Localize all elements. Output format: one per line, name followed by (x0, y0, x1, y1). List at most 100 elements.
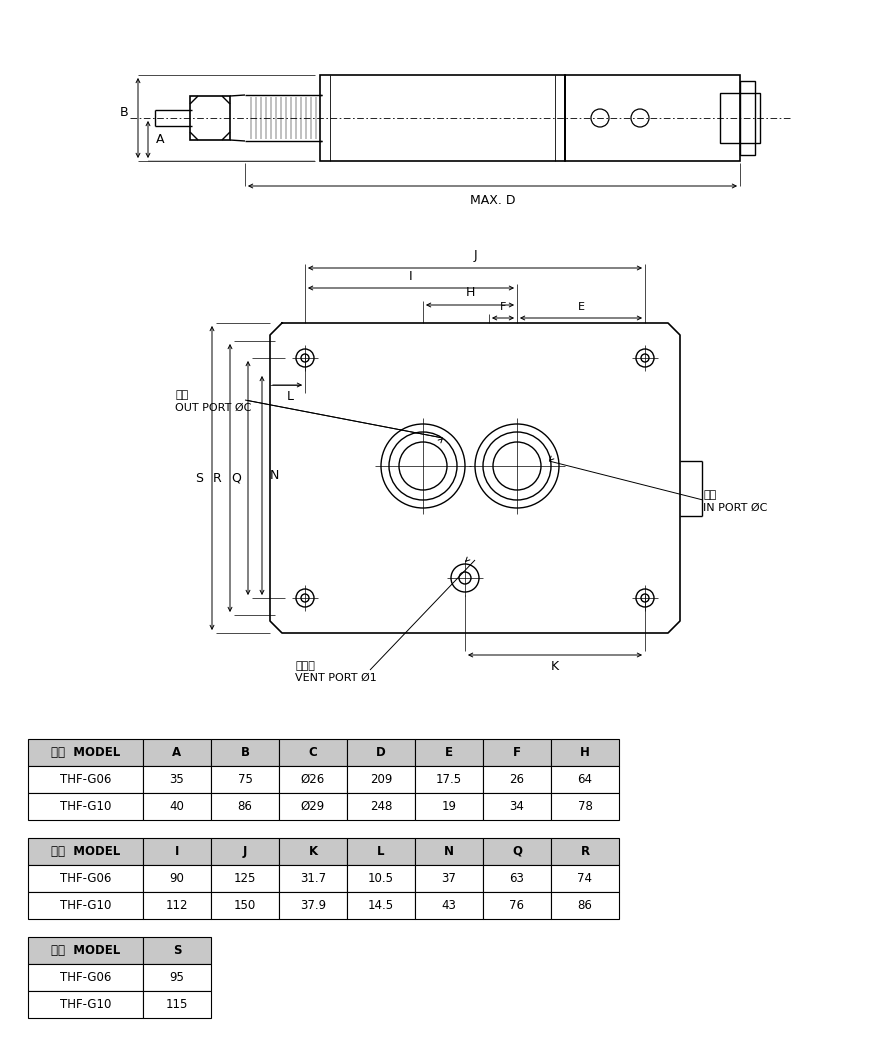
Bar (28, 892, 143, 919)
Bar (211, 766, 279, 793)
Bar (28, 964, 143, 991)
Text: 74: 74 (577, 872, 592, 885)
Bar (551, 793, 619, 820)
Bar (143, 937, 211, 964)
Text: THF-G06: THF-G06 (60, 971, 111, 984)
Bar (347, 793, 415, 820)
Text: A: A (156, 133, 165, 146)
Text: S: S (173, 944, 181, 957)
Text: N: N (270, 470, 279, 482)
Text: 35: 35 (170, 773, 184, 786)
Bar (740, 81, 755, 155)
Text: L: L (378, 845, 385, 858)
Text: B: B (241, 746, 250, 759)
Text: 75: 75 (237, 773, 252, 786)
Bar (347, 766, 415, 793)
Text: J: J (243, 845, 247, 858)
Bar (28, 766, 143, 793)
Bar (551, 892, 619, 919)
Bar (28, 739, 143, 766)
Text: 10.5: 10.5 (368, 872, 394, 885)
Text: 86: 86 (577, 899, 592, 912)
Text: 入口: 入口 (703, 490, 717, 500)
Text: 95: 95 (170, 971, 185, 984)
Bar (483, 865, 551, 892)
Text: K: K (308, 845, 318, 858)
Text: E: E (577, 302, 584, 312)
Text: H: H (580, 746, 590, 759)
Bar (551, 838, 619, 865)
Bar (211, 838, 279, 865)
Text: 248: 248 (370, 800, 392, 813)
Bar (483, 793, 551, 820)
Text: 209: 209 (370, 773, 392, 786)
Bar (347, 739, 415, 766)
Text: S: S (195, 472, 203, 484)
Text: E: E (445, 746, 453, 759)
Bar (211, 865, 279, 892)
Bar (483, 892, 551, 919)
Bar (551, 739, 619, 766)
Text: 26: 26 (510, 773, 525, 786)
Text: R: R (213, 472, 222, 484)
Bar (211, 892, 279, 919)
Text: 115: 115 (166, 998, 188, 1011)
Bar (143, 991, 211, 1018)
Bar (483, 838, 551, 865)
Text: Ø29: Ø29 (300, 800, 325, 813)
Text: J: J (473, 249, 477, 262)
Text: 150: 150 (234, 899, 256, 912)
Text: THF-G06: THF-G06 (60, 773, 111, 786)
Text: 63: 63 (510, 872, 525, 885)
Text: A: A (173, 746, 181, 759)
Bar (211, 739, 279, 766)
Bar (279, 892, 347, 919)
Text: 遙控孔: 遙控孔 (295, 661, 314, 671)
Text: 17.5: 17.5 (436, 773, 462, 786)
Text: 型式  MODEL: 型式 MODEL (51, 746, 120, 759)
Text: 64: 64 (577, 773, 592, 786)
Bar (143, 739, 211, 766)
Bar (415, 892, 483, 919)
Bar (28, 991, 143, 1018)
Text: 出口: 出口 (175, 390, 188, 400)
Bar (551, 865, 619, 892)
Text: Q: Q (512, 845, 522, 858)
Text: H: H (465, 286, 475, 300)
Text: THF-G06: THF-G06 (60, 872, 111, 885)
Text: 19: 19 (442, 800, 456, 813)
Text: I: I (175, 845, 180, 858)
Text: 40: 40 (170, 800, 185, 813)
Text: 14.5: 14.5 (368, 899, 394, 912)
Bar (415, 865, 483, 892)
Text: OUT PORT ØC: OUT PORT ØC (175, 403, 251, 413)
Bar (720, 93, 760, 143)
Bar (279, 739, 347, 766)
Bar (483, 766, 551, 793)
Text: L: L (286, 390, 293, 402)
Text: IN PORT ØC: IN PORT ØC (703, 503, 767, 514)
Text: 型式  MODEL: 型式 MODEL (51, 944, 120, 957)
Bar (415, 793, 483, 820)
Text: 125: 125 (234, 872, 256, 885)
Bar (565, 75, 740, 161)
Bar (143, 964, 211, 991)
Text: F: F (513, 746, 521, 759)
Text: 76: 76 (510, 899, 525, 912)
Bar (28, 865, 143, 892)
Text: THF-G10: THF-G10 (60, 899, 111, 912)
Bar (28, 793, 143, 820)
Bar (143, 766, 211, 793)
Bar (28, 937, 143, 964)
Bar (143, 793, 211, 820)
Text: VENT PORT Ø1: VENT PORT Ø1 (295, 673, 377, 683)
Text: R: R (581, 845, 590, 858)
Text: THF-G10: THF-G10 (60, 800, 111, 813)
Bar (320, 75, 565, 161)
Text: Ø26: Ø26 (300, 773, 325, 786)
Bar (279, 865, 347, 892)
Text: F: F (500, 302, 506, 312)
Text: 型式  MODEL: 型式 MODEL (51, 845, 120, 858)
Text: I: I (409, 269, 413, 283)
Text: D: D (376, 746, 385, 759)
